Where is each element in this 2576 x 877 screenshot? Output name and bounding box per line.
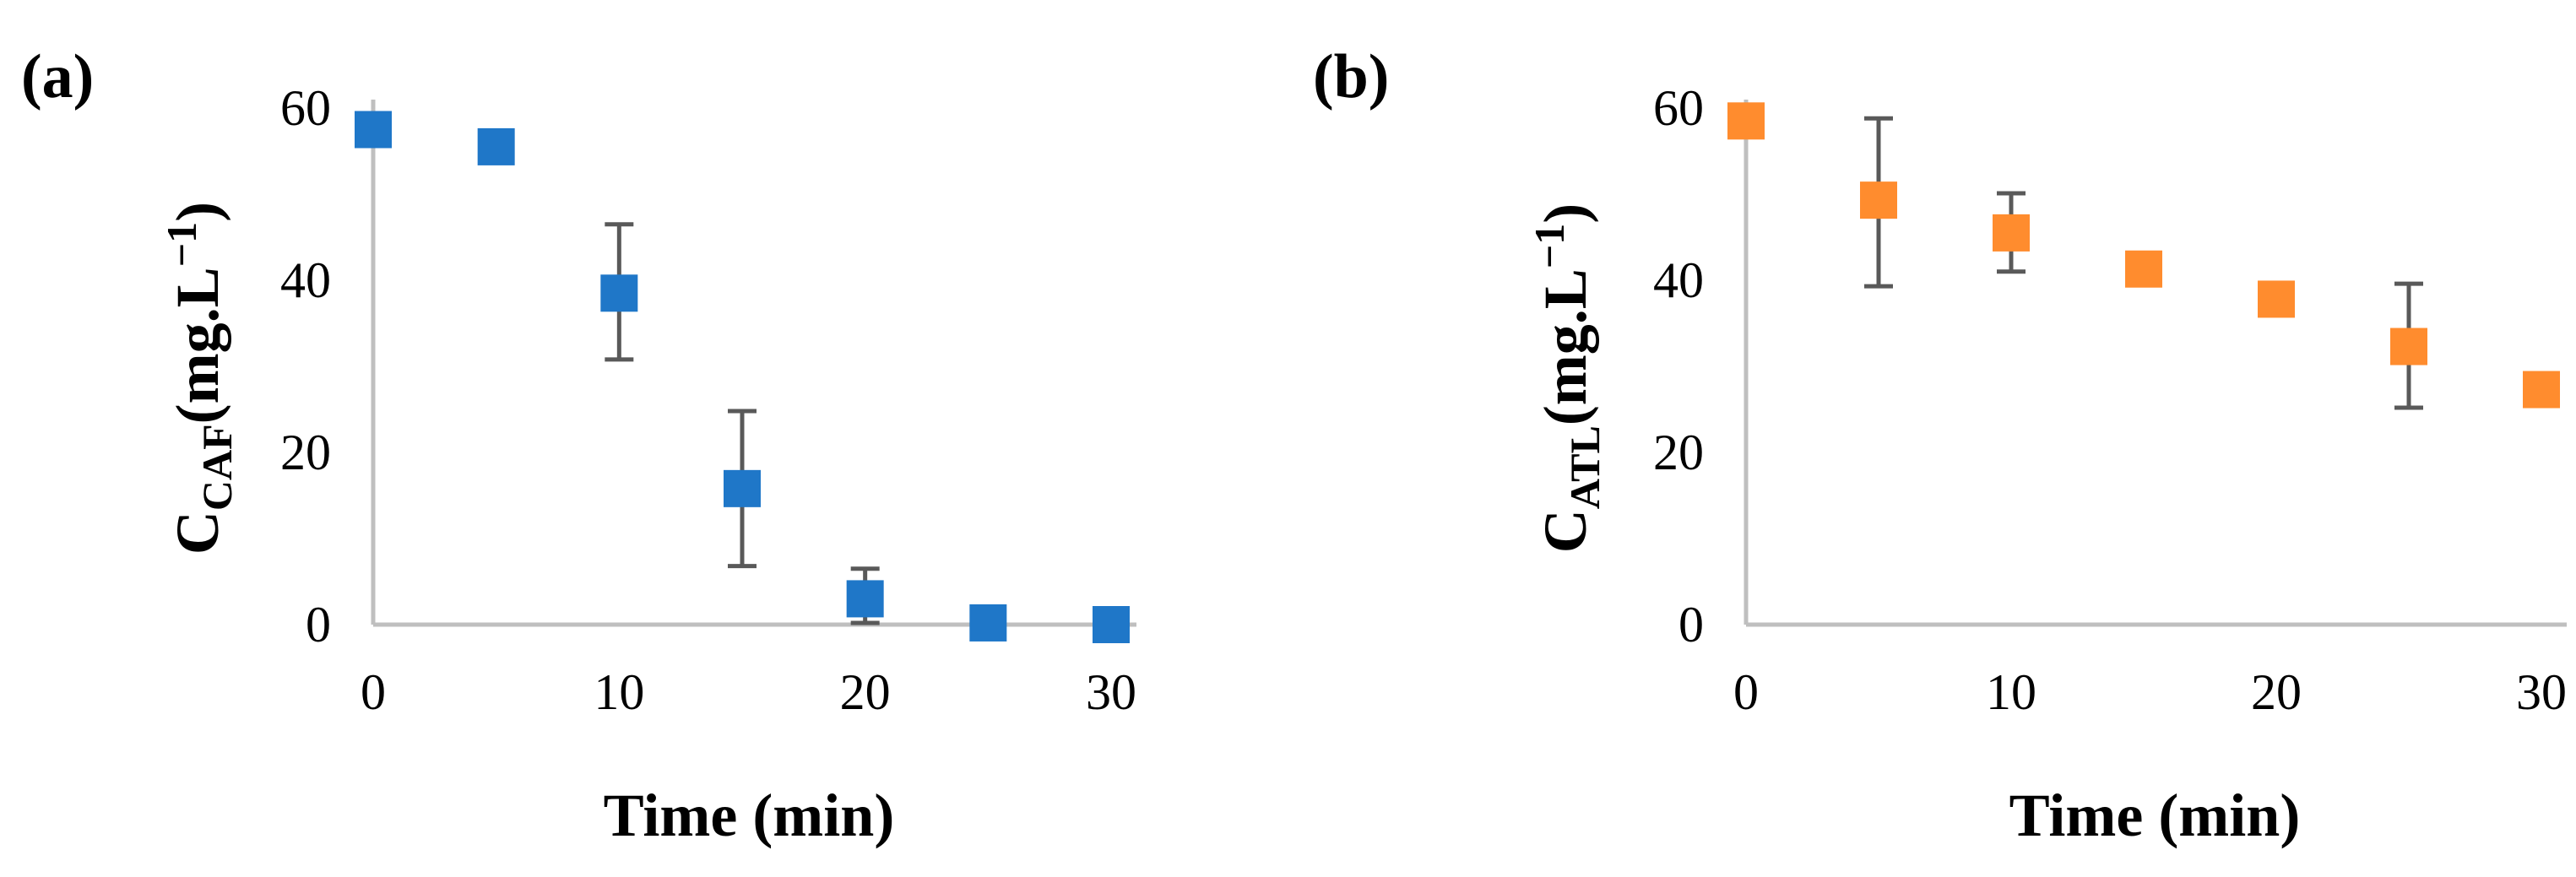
x-tick-label-a: 10 <box>594 664 644 720</box>
y-axis-unit-close-a: ) <box>164 202 231 222</box>
x-tick-label-a: 20 <box>840 664 891 720</box>
data-point-b <box>1727 102 1765 140</box>
x-tick-label-a: 0 <box>361 664 386 720</box>
x-tick-label-b: 20 <box>2251 664 2302 720</box>
y-tick-label-a: 60 <box>280 80 331 136</box>
y-tick-label-b: 20 <box>1653 425 1704 480</box>
x-axis-title-a: Time (min) <box>604 782 895 849</box>
data-point-a <box>355 111 392 149</box>
y-tick-label-b: 40 <box>1653 252 1704 308</box>
data-point-a <box>600 274 638 312</box>
data-point-a <box>1093 606 1130 643</box>
data-point-a <box>846 580 884 618</box>
chart-panel-b: (b) CATL(mg.L−1) Time (min) 0 20 40 60 0 10 20… <box>1313 42 2567 849</box>
y-tick-label-b: 0 <box>1678 597 1704 652</box>
data-point-a <box>969 604 1007 642</box>
y-axis-unit-sup-b: −1 <box>1526 224 1573 269</box>
x-axis-title-b: Time (min) <box>2009 782 2301 849</box>
y-axis-unit-close-b: ) <box>1532 203 1599 224</box>
chart-panel-a: (a) CCAF(mg.L−1) Time (min) 0 20 40 60 0 10 20… <box>21 42 1136 849</box>
data-point-b <box>1860 181 1897 219</box>
y-axis-subscript-a: CAF <box>193 424 241 511</box>
x-tick-label-b: 30 <box>2516 664 2567 720</box>
y-axis-symbol-b: C <box>1532 509 1599 553</box>
y-tick-label-a: 0 <box>306 597 331 652</box>
data-point-a <box>477 127 515 165</box>
panel-label-a: (a) <box>21 42 94 111</box>
data-point-b <box>2258 280 2295 318</box>
data-point-a <box>724 469 761 507</box>
y-tick-label-a: 20 <box>280 425 331 480</box>
y-tick-label-a: 40 <box>280 252 331 308</box>
x-tick-label-a: 30 <box>1086 664 1136 720</box>
y-axis-title-a: CCAF(mg.L−1) <box>158 202 241 555</box>
data-point-b <box>1993 214 2030 252</box>
y-axis-unit-sup-a: −1 <box>158 222 205 268</box>
panel-label-b: (b) <box>1313 42 1389 111</box>
y-axis-symbol-a: C <box>164 511 231 555</box>
y-axis-title-b: CATL(mg.L−1) <box>1526 203 1608 554</box>
y-axis-subscript-b: ATL <box>1561 425 1608 509</box>
data-point-b <box>2390 328 2427 365</box>
x-tick-label-b: 10 <box>1986 664 2036 720</box>
y-axis-unit-b: (mg.L <box>1532 268 1599 425</box>
data-point-b <box>2523 371 2560 409</box>
y-axis-unit-a: (mg.L <box>164 267 231 424</box>
y-tick-label-b: 60 <box>1653 80 1704 136</box>
data-point-b <box>2125 250 2162 288</box>
x-tick-label-b: 0 <box>1733 664 1759 720</box>
